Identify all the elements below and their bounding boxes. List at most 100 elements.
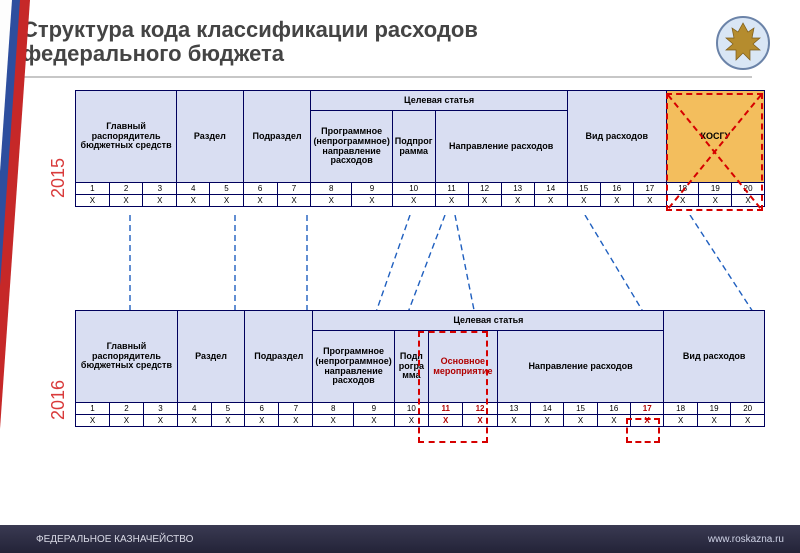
column-header: Главный распорядитель бюджетных средств: [76, 311, 178, 403]
col-number: 13: [497, 403, 530, 415]
column-header: КОСГУ: [666, 91, 764, 183]
col-number: 2: [109, 183, 143, 195]
col-number: 8: [311, 183, 352, 195]
col-x: X: [354, 415, 395, 427]
col-number: 15: [567, 183, 600, 195]
col-x: X: [429, 415, 463, 427]
col-x: X: [311, 195, 352, 207]
col-number: 9: [352, 183, 393, 195]
col-x: X: [143, 195, 177, 207]
col-number: 12: [463, 403, 497, 415]
col-number: 12: [468, 183, 501, 195]
col-number: 17: [631, 403, 664, 415]
col-number: 3: [143, 403, 177, 415]
col-number: 19: [697, 403, 730, 415]
col-x: X: [177, 195, 210, 207]
column-header: Вид расходов: [664, 311, 765, 403]
structure-table-2015: Главный распорядитель бюджетных средствР…: [75, 90, 765, 207]
col-x: X: [392, 195, 435, 207]
year-label-2016: 2016: [48, 380, 69, 420]
title-underline: [22, 76, 752, 78]
col-x: X: [631, 415, 664, 427]
group-header: Целевая статья: [311, 91, 567, 111]
column-header: Подраздел: [243, 91, 311, 183]
page-title-block: Структура кода классификации расходов фе…: [22, 18, 542, 66]
column-header: Подраздел: [245, 311, 313, 403]
column-header: Вид расходов: [567, 91, 666, 183]
col-x: X: [666, 195, 699, 207]
col-number: 4: [177, 183, 210, 195]
column-header: Раздел: [177, 311, 244, 403]
col-x: X: [600, 195, 633, 207]
col-number: 16: [600, 183, 633, 195]
column-header: Программное (непрограммное) направление …: [313, 331, 394, 403]
year-label-2015: 2015: [48, 158, 69, 198]
col-x: X: [243, 195, 277, 207]
col-x: X: [211, 415, 245, 427]
col-x: X: [277, 195, 311, 207]
col-x: X: [109, 415, 143, 427]
col-x: X: [567, 195, 600, 207]
col-number: 20: [731, 403, 765, 415]
col-number: 4: [177, 403, 211, 415]
col-number: 10: [394, 403, 428, 415]
col-number: 3: [143, 183, 177, 195]
page-title: Структура кода классификации расходов фе…: [22, 18, 542, 66]
column-header: Подп рогра мма: [394, 331, 428, 403]
state-emblem-icon: [708, 8, 778, 78]
col-x: X: [699, 195, 732, 207]
col-x: X: [210, 195, 243, 207]
footer-org: ФЕДЕРАЛЬНОЕ КАЗНАЧЕЙСТВО: [36, 534, 193, 545]
col-x: X: [352, 195, 393, 207]
col-x: X: [109, 195, 143, 207]
column-header: Направление расходов: [497, 331, 664, 403]
col-number: 13: [501, 183, 534, 195]
column-header: Подпрог рамма: [392, 111, 435, 183]
col-x: X: [143, 415, 177, 427]
col-number: 17: [633, 183, 666, 195]
col-x: X: [731, 415, 765, 427]
column-header: Основное мероприятие: [429, 331, 498, 403]
col-x: X: [732, 195, 765, 207]
connectors-2015-2016: [75, 215, 765, 315]
col-number: 2: [109, 403, 143, 415]
col-number: 16: [597, 403, 630, 415]
col-x: X: [531, 415, 564, 427]
col-x: X: [245, 415, 279, 427]
footer-url: www.roskazna.ru: [708, 534, 784, 545]
group-header: Целевая статья: [313, 311, 664, 331]
col-x: X: [497, 415, 530, 427]
col-number: 7: [277, 183, 311, 195]
col-number: 20: [732, 183, 765, 195]
column-header: Главный распорядитель бюджетных средств: [76, 91, 177, 183]
col-x: X: [76, 415, 110, 427]
col-x: X: [463, 415, 497, 427]
col-x: X: [633, 195, 666, 207]
col-x: X: [597, 415, 630, 427]
col-x: X: [435, 195, 468, 207]
col-x: X: [664, 415, 697, 427]
footer-bar: ФЕДЕРАЛЬНОЕ КАЗНАЧЕЙСТВО www.roskazna.ru: [0, 525, 800, 553]
col-number: 19: [699, 183, 732, 195]
col-number: 5: [210, 183, 243, 195]
col-number: 1: [76, 183, 110, 195]
structure-table-2016: Главный распорядитель бюджетных средствР…: [75, 310, 765, 427]
column-header: Раздел: [177, 91, 243, 183]
col-x: X: [468, 195, 501, 207]
col-number: 5: [211, 403, 245, 415]
col-number: 8: [313, 403, 354, 415]
col-number: 7: [279, 403, 313, 415]
col-x: X: [313, 415, 354, 427]
col-number: 9: [354, 403, 395, 415]
col-number: 18: [666, 183, 699, 195]
col-number: 15: [564, 403, 597, 415]
col-number: 11: [435, 183, 468, 195]
col-number: 14: [534, 183, 567, 195]
col-x: X: [279, 415, 313, 427]
col-number: 6: [245, 403, 279, 415]
col-x: X: [76, 195, 110, 207]
col-x: X: [177, 415, 211, 427]
col-x: X: [501, 195, 534, 207]
col-number: 11: [429, 403, 463, 415]
col-number: 14: [531, 403, 564, 415]
